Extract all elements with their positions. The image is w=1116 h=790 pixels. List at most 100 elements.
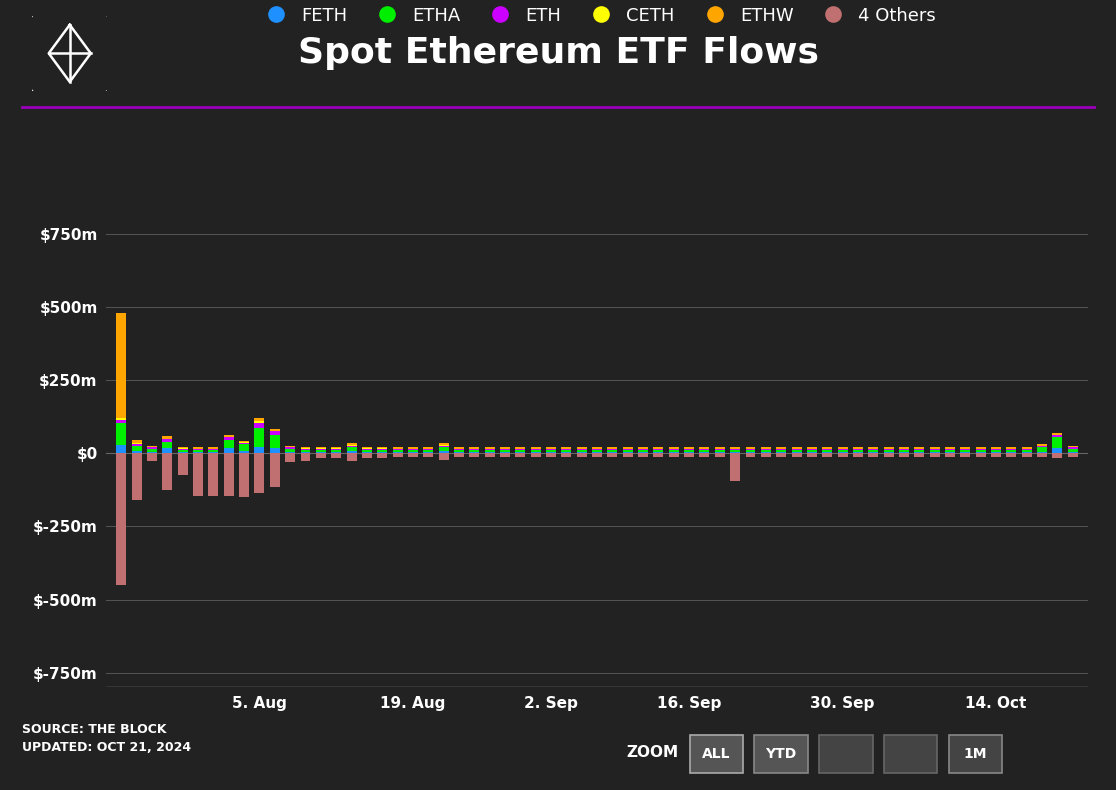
Bar	[638, 452, 648, 453]
Bar	[884, 447, 894, 449]
Bar	[270, 448, 280, 453]
Bar	[700, 450, 710, 452]
Bar	[347, 443, 356, 445]
Bar	[224, 438, 233, 440]
Bar	[331, 447, 341, 448]
Bar	[730, 450, 740, 452]
Bar	[961, 450, 970, 452]
Bar	[745, 450, 756, 452]
Bar	[470, 447, 479, 449]
Bar	[377, 449, 387, 450]
Bar	[531, 453, 540, 457]
Bar	[393, 450, 403, 452]
Bar	[546, 453, 556, 457]
Bar	[807, 452, 817, 453]
Bar	[209, 453, 219, 495]
Text: Spot Ethereum ETF Flows: Spot Ethereum ETF Flows	[298, 36, 818, 70]
Bar	[177, 453, 187, 475]
Bar	[254, 421, 264, 423]
Bar	[362, 449, 372, 450]
Bar	[730, 453, 740, 481]
Bar	[838, 453, 847, 457]
Bar	[516, 453, 526, 457]
Bar	[791, 447, 801, 449]
Bar	[454, 452, 464, 453]
Bar	[177, 449, 187, 450]
Bar	[224, 440, 233, 448]
Bar	[316, 453, 326, 458]
Bar	[300, 453, 310, 461]
Bar	[1007, 447, 1017, 449]
Text: ZOOM: ZOOM	[627, 745, 679, 759]
Bar	[899, 447, 908, 449]
Bar	[1022, 450, 1031, 452]
Bar	[531, 452, 540, 453]
Bar	[193, 453, 203, 495]
Bar	[623, 447, 633, 449]
Bar	[500, 452, 510, 453]
Bar	[286, 446, 295, 447]
Bar	[439, 447, 449, 451]
Bar	[331, 453, 341, 458]
Bar	[1022, 452, 1031, 453]
Bar	[439, 443, 449, 445]
Bar	[270, 431, 280, 435]
Bar	[715, 453, 724, 457]
Bar	[961, 447, 970, 449]
Bar	[254, 447, 264, 453]
Bar	[239, 442, 249, 445]
Bar	[147, 446, 157, 447]
Bar	[822, 452, 833, 453]
Bar	[961, 452, 970, 453]
Bar	[654, 452, 663, 453]
Bar	[654, 453, 663, 457]
Bar	[684, 450, 694, 452]
Bar	[561, 450, 571, 452]
Bar	[300, 447, 310, 448]
Bar	[116, 419, 126, 423]
Bar	[393, 447, 403, 449]
Bar	[822, 453, 833, 457]
Bar	[684, 453, 694, 457]
Bar	[484, 453, 494, 457]
Bar	[408, 450, 417, 452]
Bar	[822, 450, 833, 452]
Bar	[1052, 448, 1062, 453]
Bar	[286, 449, 295, 452]
Bar	[377, 452, 387, 453]
Bar	[838, 450, 847, 452]
Bar	[439, 453, 449, 460]
Bar	[745, 447, 756, 449]
Bar	[423, 450, 433, 452]
Text: ALL: ALL	[702, 747, 731, 761]
Bar	[132, 453, 142, 500]
Bar	[254, 453, 264, 493]
Legend: FETH, ETHA, ETH, CETH, ETHW, 4 Others: FETH, ETHA, ETH, CETH, ETHW, 4 Others	[251, 0, 943, 32]
Bar	[561, 452, 571, 453]
Bar	[177, 450, 187, 452]
Bar	[239, 445, 249, 451]
Bar	[853, 447, 863, 449]
Bar	[884, 452, 894, 453]
Bar	[668, 452, 679, 453]
Bar	[668, 453, 679, 457]
Bar	[884, 453, 894, 457]
Bar	[147, 452, 157, 453]
Bar	[853, 450, 863, 452]
Bar	[516, 450, 526, 452]
Bar	[500, 453, 510, 457]
Bar	[393, 453, 403, 457]
Bar	[1037, 446, 1047, 447]
Bar	[254, 423, 264, 427]
Bar	[116, 423, 126, 445]
Bar	[593, 453, 602, 457]
Bar	[454, 447, 464, 449]
Bar	[239, 451, 249, 453]
Bar	[991, 447, 1001, 449]
Bar	[577, 447, 587, 449]
Bar	[163, 448, 172, 453]
Bar	[715, 450, 724, 452]
Bar	[546, 447, 556, 449]
Bar	[777, 452, 786, 453]
Bar	[700, 447, 710, 449]
